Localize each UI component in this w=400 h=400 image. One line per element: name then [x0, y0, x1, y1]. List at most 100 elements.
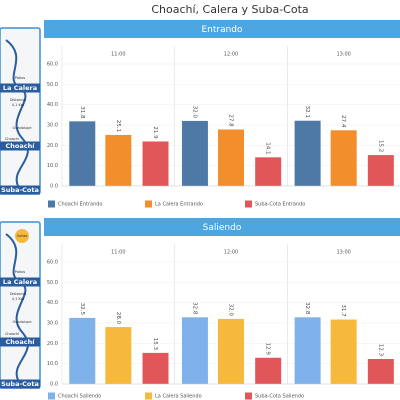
bar	[367, 155, 394, 186]
legend-label: La Calera Entrando	[155, 202, 203, 208]
bar	[181, 120, 208, 186]
x-tick-label: 13:00	[336, 52, 350, 58]
map-label: 4,1 Km	[12, 103, 25, 107]
panel-header	[44, 218, 400, 236]
map-label: Salida	[17, 234, 28, 238]
dashboard-title: Choachí, Calera y Suba-Cota	[151, 3, 308, 16]
legend-label: La Calera Saliendo	[155, 394, 202, 400]
map-label: Patios	[15, 270, 26, 274]
y-tick-label: 40.0	[47, 300, 58, 306]
y-tick-label: 40.0	[47, 102, 58, 108]
x-tick-label: 11:00	[111, 250, 125, 256]
x-tick-label: 11:00	[111, 52, 125, 58]
legend-swatch	[48, 200, 55, 208]
bar	[69, 317, 96, 384]
map-label-bg	[0, 379, 40, 389]
bar	[142, 141, 169, 186]
value-label: 31.7	[340, 304, 346, 317]
value-label: 32.1	[304, 106, 310, 118]
legend-label: Choachí Saliendo	[58, 393, 101, 400]
map-label: Patios	[15, 76, 26, 80]
map-label-bg	[0, 277, 40, 287]
legend-swatch	[145, 200, 152, 208]
bar	[294, 120, 321, 186]
value-label: 32.0	[228, 304, 234, 317]
y-tick-label: 10.0	[47, 163, 58, 169]
value-label: 12.9	[265, 343, 271, 356]
y-tick-label: 0.0	[50, 382, 58, 388]
bar	[218, 318, 244, 384]
value-label: 31.8	[79, 106, 85, 119]
value-label: 32.0	[191, 106, 197, 119]
legend-swatch	[48, 392, 55, 400]
map-label: Guadalupe	[12, 320, 31, 324]
y-tick-label: 10.0	[47, 361, 58, 367]
value-label: 15.3	[152, 338, 158, 351]
map-label: Choachí	[6, 338, 36, 346]
map-route	[5, 233, 29, 381]
map-label: La Calera	[3, 84, 37, 92]
y-tick-label: 30.0	[47, 123, 58, 129]
x-tick-label: 12:00	[224, 52, 238, 58]
legend-label: Suba-Cota Saliendo	[255, 394, 304, 400]
y-tick-label: 60.0	[47, 260, 58, 266]
y-tick-label: 20.0	[47, 341, 58, 347]
value-label: 12.3	[377, 344, 383, 357]
bar	[330, 319, 357, 384]
bar	[294, 317, 321, 384]
bar	[105, 134, 132, 186]
y-tick-label: 50.0	[47, 280, 58, 286]
bar	[105, 327, 132, 384]
y-tick-label: 0.0	[50, 184, 58, 190]
bar	[367, 358, 394, 384]
map-label: Suba-Cota	[1, 380, 39, 388]
map-label: Distancia	[10, 292, 26, 296]
bar	[255, 157, 282, 186]
y-tick-label: 30.0	[47, 321, 58, 327]
bar	[218, 129, 244, 186]
value-label: 28.0	[115, 312, 121, 325]
bar	[142, 352, 169, 384]
value-label: 25.1	[115, 120, 121, 132]
bar	[69, 121, 96, 186]
map-label: La Calera	[3, 278, 37, 286]
map-label: Choachí	[6, 142, 36, 150]
x-tick-label: 12:00	[224, 250, 238, 256]
legend-swatch	[245, 392, 252, 400]
map-label: Choachí	[5, 332, 20, 336]
value-label: 14.1	[265, 142, 271, 154]
x-tick-label: 13:00	[336, 250, 350, 256]
bar	[255, 357, 282, 384]
map-label: Guadalupe	[12, 126, 31, 130]
value-label: 27.8	[228, 114, 234, 127]
bar	[330, 130, 357, 186]
legend-label: Suba-Cota Entrando	[255, 202, 305, 208]
value-label: 32.8	[304, 302, 310, 315]
value-label: 15.2	[377, 140, 383, 152]
bar	[181, 317, 208, 384]
value-label: 32.5	[79, 303, 85, 316]
y-tick-label: 50.0	[47, 82, 58, 88]
map-label: Distancia	[10, 98, 26, 102]
map-route	[5, 39, 29, 187]
legend-swatch	[145, 392, 152, 400]
value-label: 21.9	[152, 126, 158, 139]
y-tick-label: 20.0	[47, 143, 58, 149]
map-icon	[15, 229, 29, 243]
map-label-bg	[0, 83, 40, 93]
value-label: 27.4	[340, 115, 346, 128]
map-label: Suba-Cota	[1, 186, 39, 194]
y-tick-label: 60.0	[47, 62, 58, 68]
value-label: 32.8	[191, 302, 197, 315]
map-label-bg	[0, 337, 40, 347]
legend-label: Choachí Entrando	[58, 201, 103, 208]
panel-title: Saliendo	[203, 223, 242, 233]
legend-swatch	[245, 200, 252, 208]
map-label: Choachí	[5, 137, 20, 141]
panel-title: Entrando	[201, 25, 243, 35]
panel-header	[44, 20, 400, 38]
map-label: 4,1 Km	[12, 297, 25, 301]
map-label-bg	[0, 141, 40, 151]
map-label-bg	[0, 185, 40, 195]
